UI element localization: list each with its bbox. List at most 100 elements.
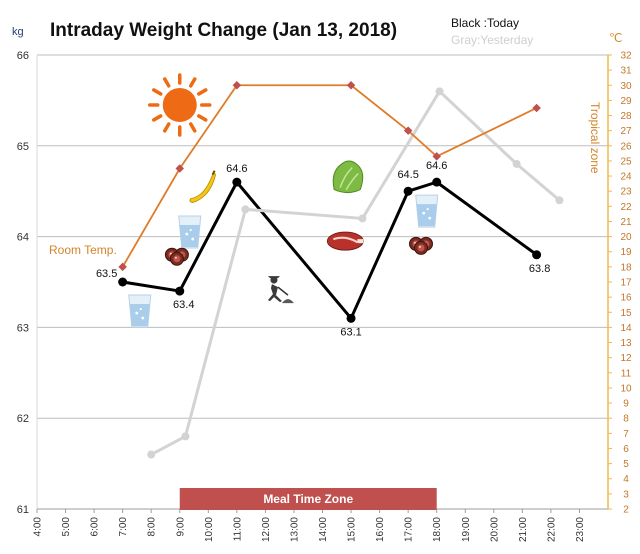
y-axis-unit: kg (12, 26, 24, 38)
x-tick-label: 14:00 (318, 517, 329, 542)
data-label: 63.8 (529, 263, 550, 275)
series-point (232, 177, 242, 187)
series-point (346, 313, 356, 323)
x-tick-label: 8:00 (147, 517, 158, 537)
series-point (147, 450, 156, 459)
series-point (118, 277, 128, 287)
y-tick-label: 62 (17, 413, 29, 425)
x-tick-label: 16:00 (375, 517, 386, 542)
y2-tick-label: 18 (620, 262, 632, 273)
x-tick-label: 15:00 (347, 517, 358, 542)
tropical-zone-label: Tropical zone (588, 102, 602, 174)
y2-tick-label: 11 (621, 368, 632, 379)
y2-tick-label: 27 (620, 126, 632, 137)
meal-zone-band (179, 488, 437, 510)
meal-zone: Meal Time Zone (179, 488, 437, 510)
y2-tick-label: 24 (620, 172, 632, 183)
grid (37, 54, 608, 419)
sausage-icon (164, 247, 189, 266)
series-point (532, 103, 541, 113)
series-point (241, 205, 250, 214)
y2-tick-label: 7 (623, 429, 629, 440)
lettuce-icon (332, 160, 364, 194)
data-label: 64.5 (397, 169, 418, 181)
y2-tick-label: 2 (623, 505, 629, 516)
x-tick-label: 23:00 (575, 517, 586, 542)
water-glass-icon (178, 215, 202, 249)
y2-axis-unit: ℃ (609, 31, 622, 45)
y-tick-label: 65 (17, 141, 29, 153)
x-tick-label: 20:00 (489, 517, 500, 542)
x-tick-label: 22:00 (546, 517, 557, 542)
series-point (512, 159, 521, 168)
chart-title: Intraday Weight Change (Jan 13, 2018) (50, 20, 397, 41)
x-tick-label: 17:00 (404, 517, 415, 542)
y-tick-label: 64 (17, 232, 29, 244)
series-point (555, 196, 564, 205)
y2-tick-label: 5 (623, 459, 629, 470)
y2-tick-label: 3 (623, 489, 629, 500)
data-label: 63.5 (96, 268, 117, 280)
x-tick-label: 4:00 (33, 517, 44, 537)
series-point (435, 87, 444, 96)
water-glass-icon (415, 194, 439, 228)
series-point (118, 262, 127, 272)
sun-icon (148, 73, 212, 137)
data-label: 63.4 (173, 299, 194, 311)
series-point (532, 250, 542, 260)
x-tick-label: 19:00 (461, 517, 472, 542)
y2-tick-label: 28 (620, 111, 632, 122)
y-tick-label: 66 (17, 50, 29, 62)
y2-tick-label: 31 (620, 66, 632, 77)
series (118, 81, 564, 459)
x-tick-label: 13:00 (289, 517, 300, 542)
y2-tick-label: 21 (620, 217, 632, 228)
y2-tick-label: 6 (623, 444, 629, 455)
x-tick-label: 10:00 (204, 517, 215, 542)
y2-tick-label: 20 (620, 232, 632, 243)
data-label: 64.6 (226, 163, 247, 175)
series-temperature (118, 81, 541, 272)
x-tick-label: 18:00 (432, 517, 443, 542)
water-glass-icon (128, 294, 152, 328)
x-tick-label: 5:00 (61, 517, 72, 537)
y2-tick-label: 10 (620, 383, 632, 394)
x-tick-label: 9:00 (175, 517, 186, 537)
y2-tick-label: 30 (620, 81, 632, 92)
series-point (175, 286, 185, 296)
icons (128, 73, 439, 328)
y2-tick-label: 25 (620, 156, 632, 167)
x-tick-label: 7:00 (118, 517, 129, 537)
y2-tick-label: 19 (620, 247, 632, 258)
y2-tick-label: 29 (620, 96, 632, 107)
banana-icon (189, 170, 217, 204)
series-point (181, 432, 190, 441)
gardening-person-icon (267, 276, 294, 304)
steak-icon (326, 231, 364, 251)
y2-tick-label: 32 (620, 51, 632, 62)
data-label: 63.1 (340, 326, 361, 338)
x-tick-label: 6:00 (90, 517, 101, 537)
y2-tick-label: 16 (620, 293, 632, 304)
legend-yesterday: Gray:Yesterday (451, 33, 533, 47)
y2-tick-label: 4 (623, 474, 629, 485)
axes: 6162636465662345678910111213141516171819… (17, 50, 632, 542)
sausage-icon (408, 236, 433, 255)
y-tick-label: 61 (17, 504, 29, 516)
x-tick-label: 21:00 (518, 517, 529, 542)
y2-tick-label: 22 (620, 202, 632, 213)
y2-tick-label: 17 (620, 278, 632, 289)
y2-tick-label: 15 (620, 308, 632, 319)
y2-tick-label: 26 (620, 141, 632, 152)
meal-zone-label: Meal Time Zone (263, 492, 353, 506)
y2-tick-label: 9 (623, 399, 629, 410)
series-point (432, 177, 442, 187)
series-point (358, 214, 367, 223)
series-yesterday (147, 87, 564, 459)
y2-tick-label: 8 (623, 414, 629, 425)
data-label: 64.6 (426, 160, 447, 172)
series-point (346, 81, 356, 90)
y2-tick-label: 14 (620, 323, 632, 334)
legend-today: Black :Today (451, 16, 519, 30)
